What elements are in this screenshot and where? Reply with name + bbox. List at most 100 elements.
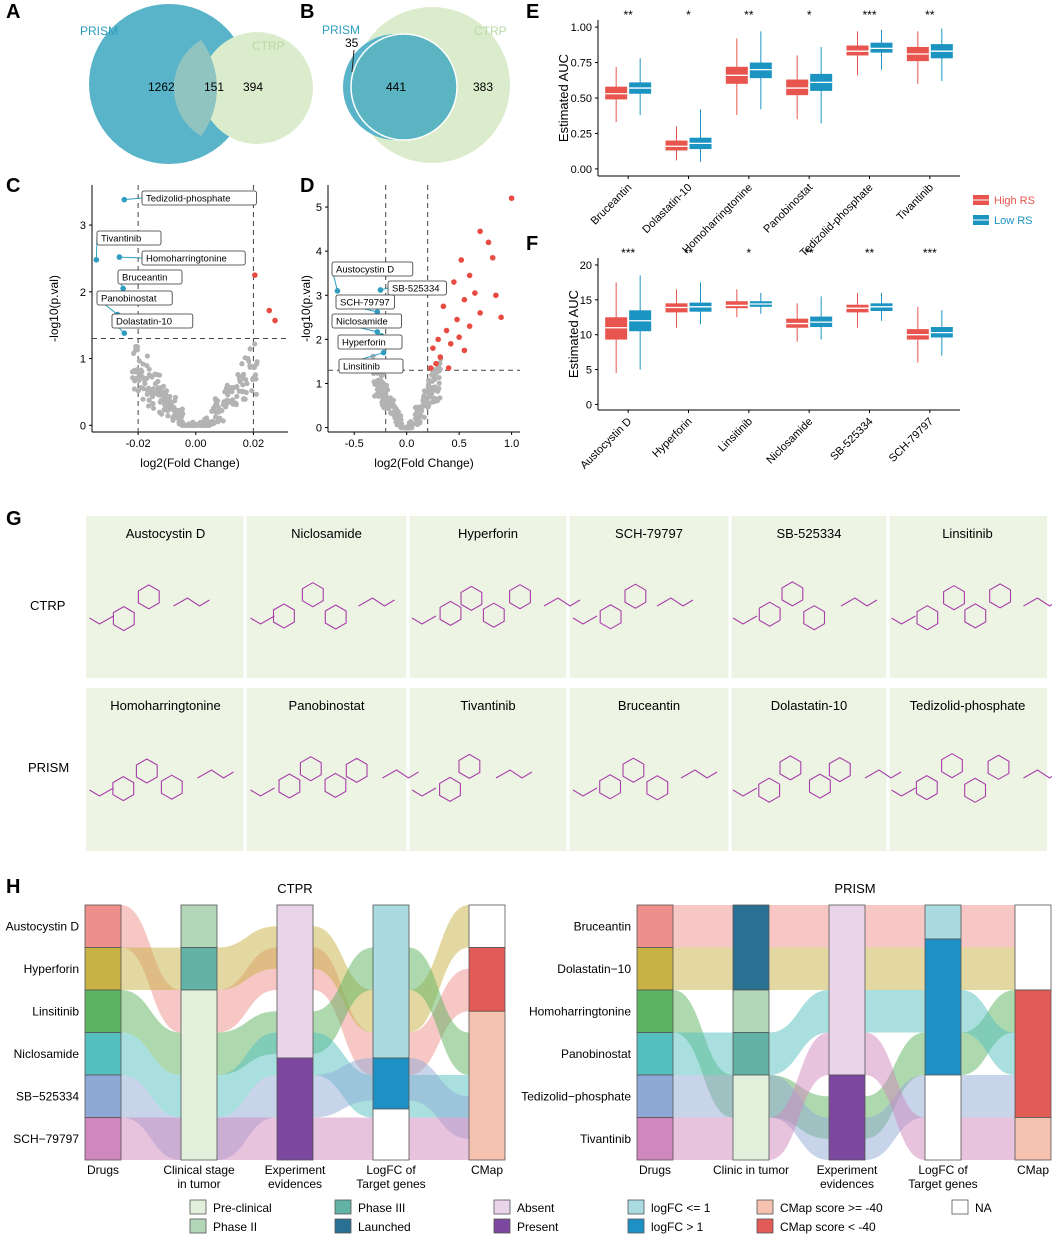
alluvial-ribbon — [673, 905, 733, 948]
grey-point — [251, 364, 258, 370]
label-box — [96, 230, 162, 246]
grey-point — [145, 403, 152, 409]
y-tick-label: 0.50 — [571, 93, 592, 105]
alluvial-ribbon — [865, 947, 925, 990]
significance-mark: ** — [623, 8, 633, 22]
alluvial-ribbon — [313, 1117, 373, 1160]
grey-point — [135, 375, 141, 381]
alluvial-stratum — [84, 989, 122, 1033]
legend-swatch — [493, 1218, 511, 1234]
legend-swatch — [756, 1218, 774, 1234]
alluvial-drug-label: Hyperforin — [24, 962, 79, 976]
y-tick-label: 2 — [316, 334, 322, 346]
chemical-structure — [572, 583, 694, 630]
boxplot-e: 0.00 0.25 0.50 0.75 1.00 Estimated AUC Brucean… — [556, 8, 960, 259]
box — [749, 62, 772, 79]
legend-swatch — [627, 1199, 645, 1215]
chain — [732, 597, 878, 625]
grey-point — [392, 405, 398, 411]
chemical-structure — [250, 756, 419, 799]
grey-point — [140, 361, 146, 367]
y-tick-label: 3 — [80, 220, 86, 232]
venn-b: PRISM CTRP 35 441 383 — [322, 7, 510, 163]
label-box — [96, 290, 173, 306]
significance-mark: * — [807, 8, 812, 22]
drug-label: SB-525334 — [392, 284, 440, 295]
grey-point — [146, 366, 152, 372]
ring — [828, 756, 851, 783]
ring — [299, 756, 322, 782]
alluvial-ribbon — [121, 947, 181, 990]
grey-point — [239, 361, 245, 367]
drug-name: Dolastatin-10 — [771, 698, 848, 713]
drug-name: SB-525334 — [776, 526, 841, 541]
alluvial-stratum — [924, 938, 962, 1076]
grey-point — [384, 387, 391, 393]
grey-point — [170, 417, 176, 423]
alluvial-drug-label: SCH−79797 — [13, 1132, 79, 1146]
panel-letter-f: F — [526, 233, 538, 255]
red-point — [466, 323, 473, 329]
alluvial-stratum — [732, 989, 770, 1033]
grey-point — [387, 401, 393, 407]
ring — [779, 755, 802, 781]
label-box — [337, 334, 403, 350]
significance-mark: *** — [862, 8, 876, 22]
legend-low-label: Low RS — [994, 215, 1033, 227]
y-axis-title: -log10(p.val) — [47, 275, 61, 342]
grey-point — [215, 398, 221, 404]
alluvial-stratum — [636, 1117, 674, 1161]
grey-point — [148, 389, 154, 395]
volcano-d: 0 1 2 3 4 5 -0.5 0.0 0.5 1.0 log2(Fold Change) -log… — [299, 185, 520, 470]
panel-letter-e: E — [526, 1, 539, 23]
alluvial-ribbon — [865, 990, 925, 1033]
red-point — [489, 254, 496, 261]
venn-b-right-label: CTRP — [474, 24, 507, 38]
panel-letter-g: G — [6, 508, 22, 530]
red-point — [272, 317, 278, 324]
label-box — [331, 261, 414, 277]
box — [846, 45, 869, 56]
alluvial-ribbon — [673, 1117, 733, 1160]
venn-a-right-label: CTRP — [252, 39, 285, 53]
x-axis-title: log2(Fold Change) — [140, 456, 239, 470]
grey-point — [234, 384, 240, 390]
drug-name: Tedizolid-phosphate — [910, 698, 1026, 713]
grey-point — [193, 422, 199, 428]
x-tick-label: Linsitinib — [716, 416, 755, 455]
ring — [758, 601, 781, 627]
ring — [803, 605, 826, 631]
drug-name: Bruceantin — [618, 698, 680, 713]
grey-point — [435, 388, 441, 394]
grey-point — [240, 382, 246, 388]
legend-label: Present — [517, 1220, 559, 1234]
drug-name: Panobinostat — [289, 698, 365, 713]
label-box — [111, 313, 194, 329]
grey-point — [215, 419, 221, 425]
grey-point — [247, 364, 253, 370]
alluvial-ribbon — [673, 1075, 733, 1118]
grey-point — [152, 371, 158, 377]
legend-label: NA — [975, 1201, 992, 1215]
grey-point — [138, 385, 144, 391]
alluvial-drug-label: Panobinostat — [561, 1047, 632, 1061]
grey-point — [160, 389, 166, 395]
grey-point — [209, 408, 215, 414]
grey-point — [415, 409, 421, 415]
grey-point — [144, 353, 151, 359]
label-box — [338, 358, 404, 374]
y-tick-label: 20 — [580, 260, 592, 272]
label-connector — [124, 197, 143, 201]
grey-point — [249, 388, 255, 394]
chain — [891, 597, 1052, 625]
grey-point — [390, 397, 397, 403]
grey-point — [155, 378, 161, 385]
legend-label: Absent — [517, 1201, 555, 1215]
alluvial-axis-label: Clinic in tumor — [713, 1163, 789, 1177]
x-tick-label: 0.0 — [399, 438, 414, 450]
alluvial-ribbon — [217, 926, 277, 990]
label-box — [141, 250, 246, 266]
venn-a-overlap — [173, 40, 218, 136]
legend-swatch — [334, 1199, 352, 1215]
